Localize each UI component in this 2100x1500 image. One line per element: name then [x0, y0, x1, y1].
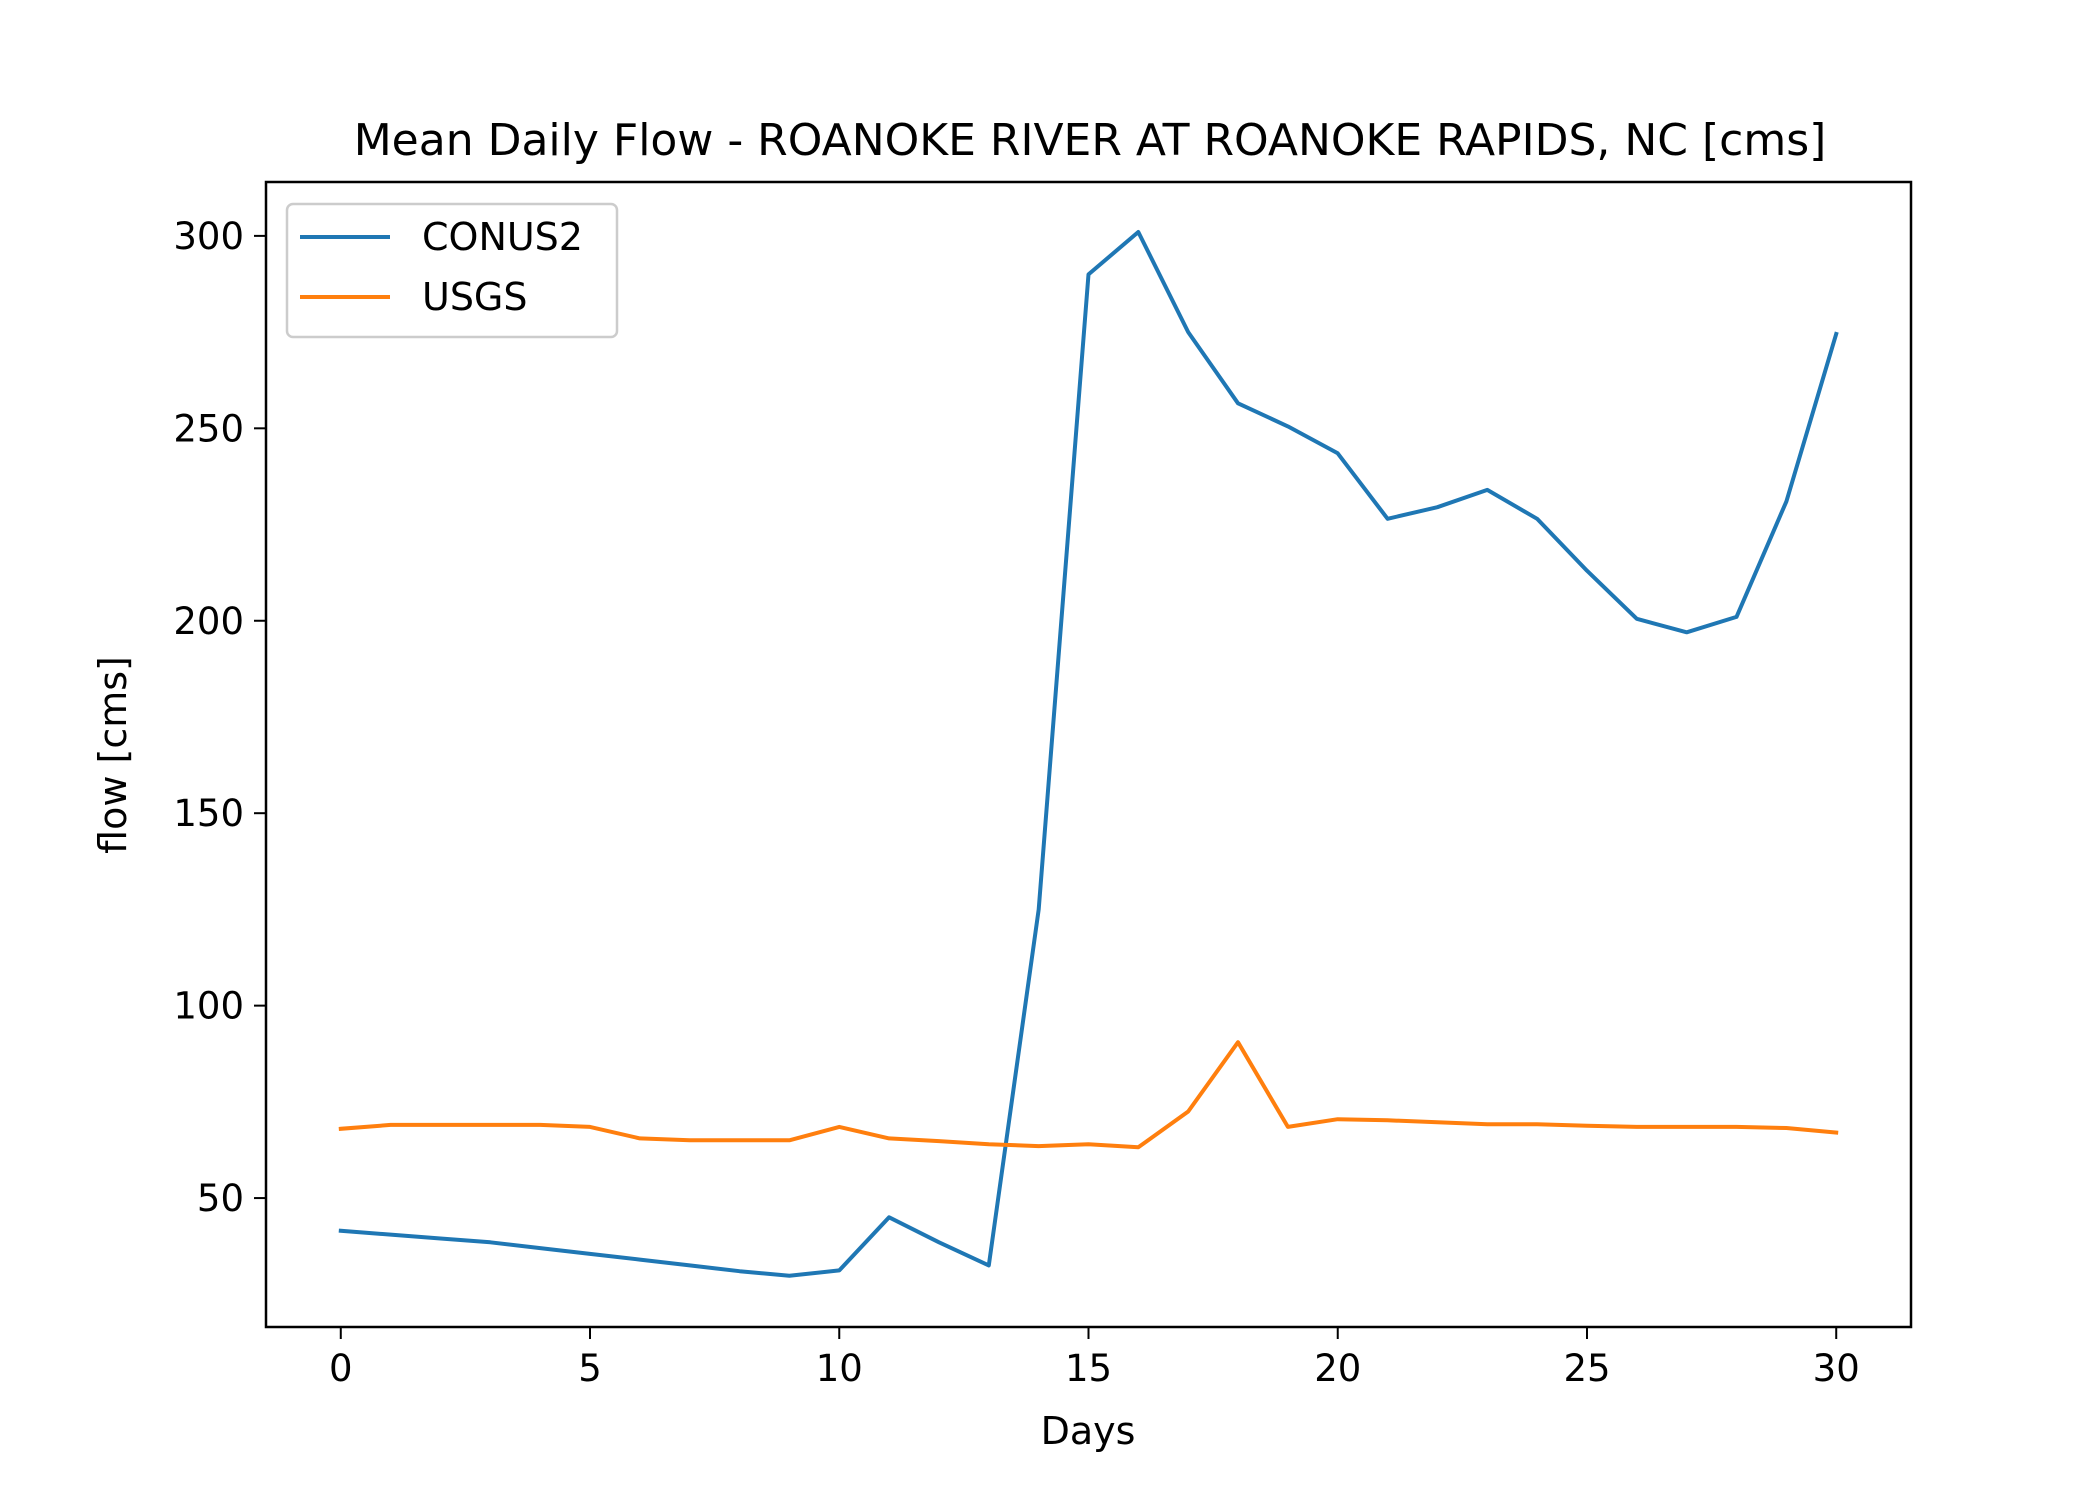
x-tick-label: 15: [1065, 1347, 1112, 1390]
y-tick-label: 150: [173, 792, 244, 835]
y-tick-label: 100: [173, 985, 244, 1028]
series-line-conus2: [338, 230, 1839, 1278]
y-tick-label: 200: [173, 600, 244, 643]
x-tick-label: 20: [1314, 1347, 1361, 1390]
x-tick-label: 0: [329, 1347, 353, 1390]
x-axis-label: Days: [1041, 1409, 1136, 1453]
x-tick-label: 10: [816, 1347, 863, 1390]
x-axis: 0 5 10 15 20 25 30: [329, 1327, 1860, 1390]
y-axis-label: flow [cms]: [91, 656, 135, 854]
chart-title: Mean Daily Flow - ROANOKE RIVER AT ROANO…: [354, 115, 1827, 166]
y-tick-label: 250: [173, 407, 244, 450]
y-tick-label: 50: [197, 1177, 244, 1220]
y-tick-label: 300: [173, 215, 244, 258]
legend: CONUS2 USGS: [285, 202, 619, 339]
x-tick-label: 30: [1813, 1347, 1860, 1390]
series-line-usgs: [338, 1040, 1839, 1150]
y-axis: 50 100 150 200 250 300: [173, 215, 266, 1220]
legend-label-conus2: CONUS2: [422, 215, 583, 259]
x-tick-label: 5: [578, 1347, 602, 1390]
plot-area: [338, 230, 1839, 1278]
legend-label-usgs: USGS: [422, 275, 528, 319]
x-tick-label: 25: [1563, 1347, 1610, 1390]
